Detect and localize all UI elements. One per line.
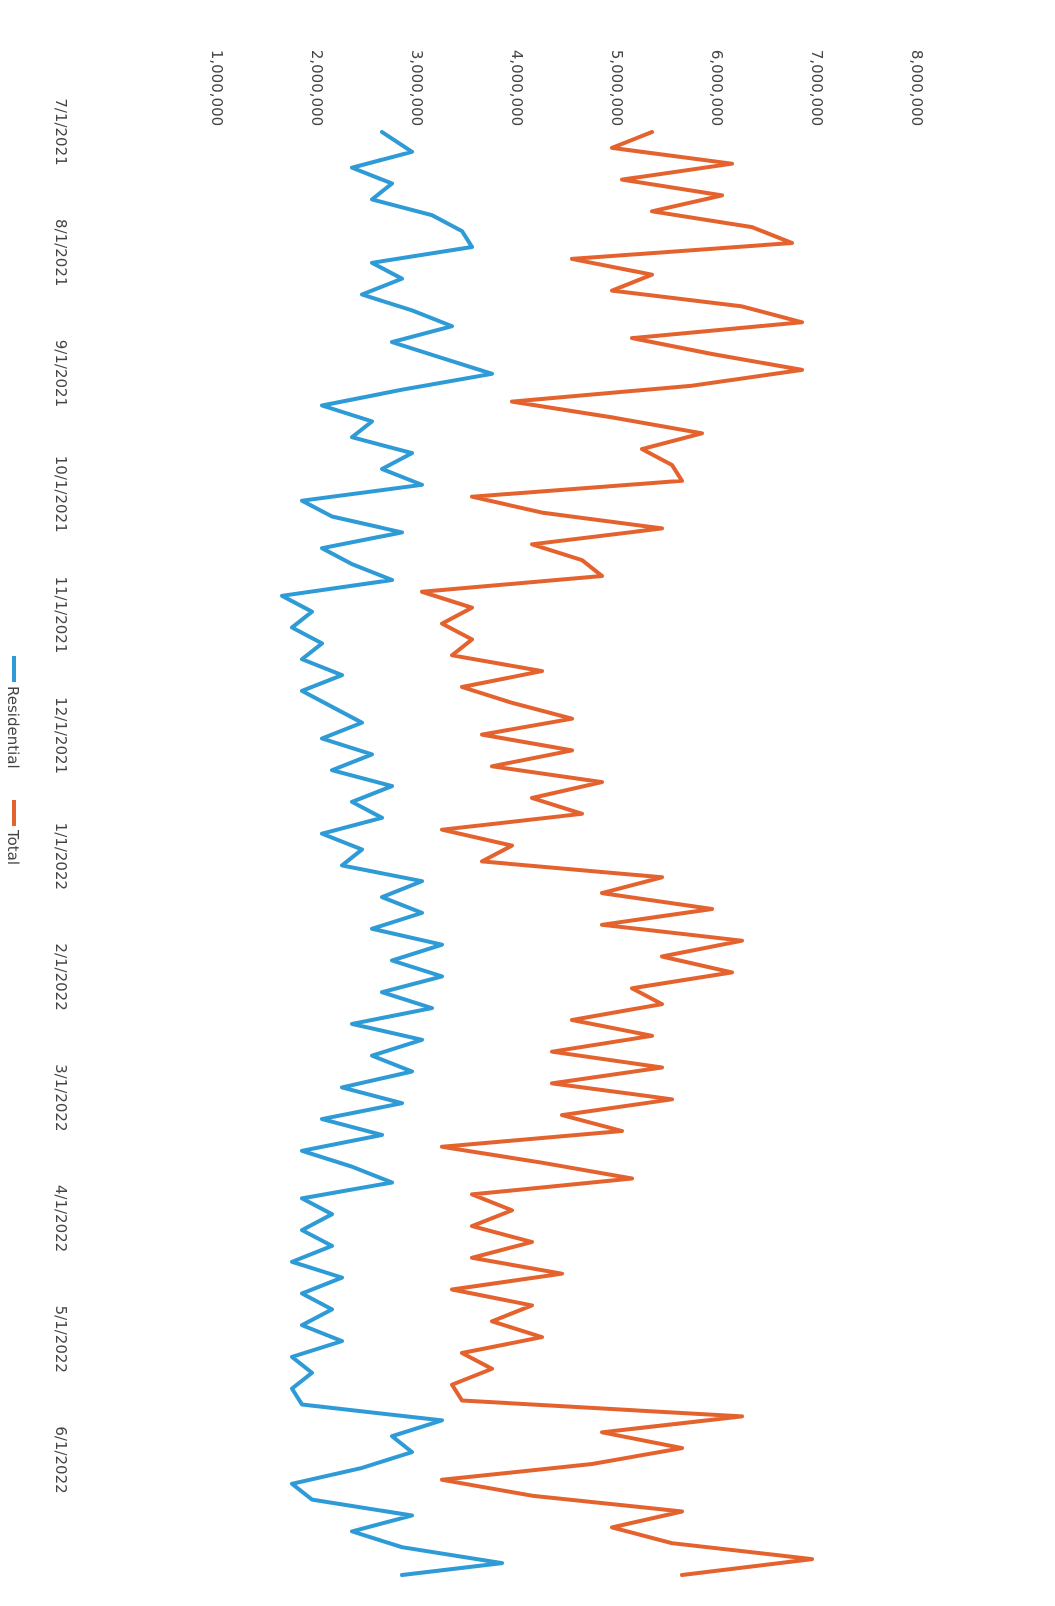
x-axis-tick-label: 6/1/2022 — [52, 1426, 70, 1493]
y-axis-tick-label: 3,000,000 — [408, 50, 426, 126]
x-axis-tick-labels: 7/1/2021 8/1/2021 9/1/2021 10/1/2021 11/1/20… — [52, 98, 70, 1493]
series-lines — [280, 130, 814, 1577]
y-axis-tick-label: 8,000,000 — [908, 50, 926, 126]
y-axis-tick-labels: 1,000,000 2,000,000 3,000,000 4,000,000 5,00… — [208, 50, 926, 126]
legend-label-residential: Residential — [4, 686, 22, 769]
x-axis-tick-label: 10/1/2021 — [52, 456, 70, 533]
legend: Residential Total — [4, 656, 22, 865]
series-line-total — [420, 130, 814, 1577]
x-axis-tick-label: 4/1/2022 — [52, 1185, 70, 1252]
x-axis-tick-label: 2/1/2022 — [52, 943, 70, 1010]
series-line-residential — [280, 130, 504, 1577]
x-axis-tick-label: 9/1/2021 — [52, 340, 70, 407]
y-axis-tick-label: 5,000,000 — [608, 50, 626, 126]
y-axis-tick-label: 6,000,000 — [708, 50, 726, 126]
x-axis-tick-label: 11/1/2021 — [52, 576, 70, 653]
x-axis-tick-label: 7/1/2021 — [52, 98, 70, 165]
x-axis-tick-label: 5/1/2022 — [52, 1306, 70, 1373]
x-axis-tick-label: 3/1/2022 — [52, 1064, 70, 1131]
x-axis-tick-label: 1/1/2022 — [52, 823, 70, 890]
y-axis-tick-label: 4,000,000 — [508, 50, 526, 126]
legend-label-total: Total — [4, 829, 22, 865]
y-axis-tick-label: 7,000,000 — [808, 50, 826, 126]
y-axis-tick-label: 2,000,000 — [308, 50, 326, 126]
x-axis-tick-label: 12/1/2021 — [52, 697, 70, 774]
y-axis-tick-label: 1,000,000 — [208, 50, 226, 126]
x-axis-tick-label: 8/1/2021 — [52, 219, 70, 286]
